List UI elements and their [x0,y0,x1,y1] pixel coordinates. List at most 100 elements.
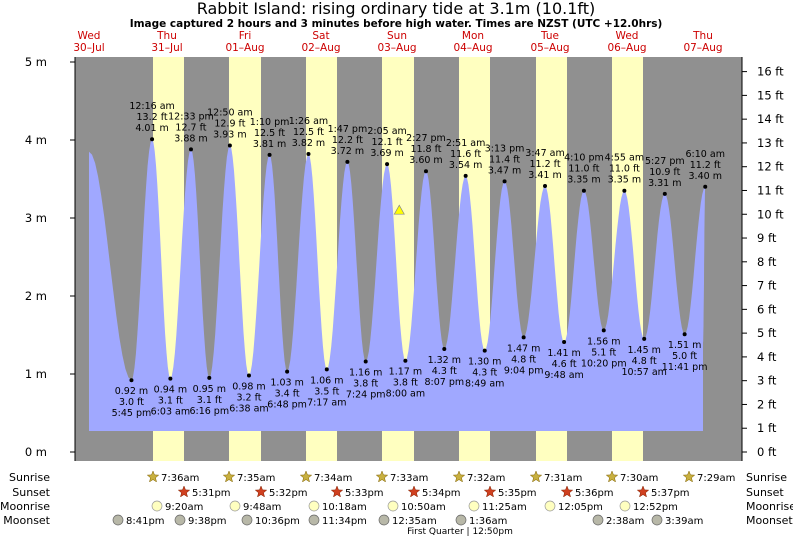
y-tick-label-ft: 2 ft [757,397,777,411]
high-tide-label: 6:10 am [686,149,725,160]
moon-phase-note: First Quarter | 12:50pm [407,527,513,537]
day-weekday: Thu [692,30,713,42]
chart-subtitle: Image captured 2 hours and 3 minutes bef… [130,18,663,30]
high-tide-dot [227,143,232,148]
sunset-icon [330,485,344,498]
moonrise-time: 10:50am [401,502,446,513]
low-tide-label: 6:38 am [229,404,268,415]
high-tide-label: 4:10 pm [564,153,604,164]
low-tide-label: 3.2 ft [236,393,261,404]
day-date: 06–Aug [607,42,646,54]
high-tide-label: 12:50 am [207,107,252,118]
moonrise-icon [544,500,556,512]
y-tick-label-ft: 5 ft [757,326,777,340]
y-tick-label-m: 1 m [25,367,47,381]
high-tide-label: 4:55 am [605,153,644,164]
low-tide-dot [482,348,487,353]
high-tide-label: 3.35 m [608,175,641,186]
high-tide-label: 10.9 ft [649,167,680,178]
high-tide-label: 12.5 ft [254,128,285,139]
low-tide-label: 0.94 m [154,385,187,396]
edge-left [75,57,89,461]
sunset-icon [254,485,268,498]
high-tide-label: 11.6 ft [450,149,481,160]
low-tide-label: 7:24 pm [346,390,386,401]
sunset-time: 5:31pm [192,488,231,499]
moonrise-icon [619,500,631,512]
high-tide-dot [581,188,586,193]
y-tick-label-ft: 8 ft [757,255,777,269]
y-tick-label-m: 5 m [25,55,47,69]
high-tide-label: 3:13 pm [485,143,525,154]
y-tick-label-ft: 14 ft [757,112,784,126]
high-tide-label: 12.5 ft [293,127,324,138]
high-tide-label: 4.01 m [135,123,168,134]
sunrise-icon [605,470,619,483]
high-tide-dot [385,162,390,167]
sunrise-time: 7:29am [697,473,735,484]
high-tide-label: 12.7 ft [175,122,206,133]
sunset-time: 5:35pm [498,488,537,499]
low-tide-label: 1.03 m [270,378,303,389]
sunset-time: 5:32pm [269,488,308,499]
high-tide-label: 3.54 m [449,160,482,171]
moonrise-time: 9:20am [165,502,203,513]
low-tide-label: 1.30 m [468,357,501,368]
moonrise-icon [308,500,320,512]
moonrise-time: 11:25am [482,502,527,513]
high-tide-label: 1:26 am [289,116,328,127]
sunset-time: 5:36pm [575,488,614,499]
high-tide-dot [267,152,272,157]
day-weekday: Sat [312,30,329,42]
low-tide-label: 4.8 ft [632,356,657,367]
y-tick-label-ft: 11 ft [757,183,784,197]
axes: 0 m 1 m 2 m 3 m 4 m 5 m 0 ft 1 ft 2 ft 3 ft 4 ft 5 … [25,55,784,461]
low-tide-label: 5.0 ft [672,351,697,362]
low-tide-dot [246,373,251,378]
high-tide-label: 12.9 ft [214,118,245,129]
low-tide-label: 6:16 pm [189,406,229,417]
low-tide-label: 5:45 pm [112,408,152,419]
low-tide-dot [285,369,290,374]
moonset-time: 1:36am [469,516,507,527]
low-tide-label: 1.41 m [547,348,580,359]
high-tide-dot [622,188,627,193]
high-tide-label: 3:47 am [525,148,564,159]
high-tide-dot [188,147,193,152]
moonset-icon [112,514,124,526]
current-level-marker [393,204,405,215]
low-tide-label: 0.95 m [193,384,226,395]
moonset-row-label-left: Moonset [3,514,50,527]
y-tick-label-m: 2 m [25,289,47,303]
low-tide-label: 1.16 m [349,368,382,379]
chart-title: Rabbit Island: rising ordinary tide at 3… [197,0,596,18]
day-weekday: Mon [462,30,484,42]
sunset-icon [560,485,574,498]
moonrise-time: 12:05pm [558,502,603,513]
low-tide-label: 3.8 ft [393,378,418,389]
low-tide-label: 8:07 pm [424,377,464,388]
day-weekday: Fri [239,30,252,42]
moonset-time: 8:41pm [126,516,165,527]
high-tide-label: 3.60 m [409,155,442,166]
moonrise-time: 9:48am [243,502,281,513]
moonrise-time: 10:18am [322,502,367,513]
moonrise-icon [151,500,163,512]
sunset-time: 5:37pm [651,488,690,499]
sunset-icon [636,485,650,498]
y-tick-label-m: 3 m [25,211,47,225]
day-date: 01–Aug [225,42,264,54]
low-tide-label: 3.1 ft [197,395,222,406]
sunrise-row-label-left: Sunrise [9,471,50,484]
low-tide-label: 1.32 m [428,355,461,366]
high-tide-label: 3.47 m [488,165,521,176]
sunrise-icon [146,470,160,483]
high-tide-dot [703,184,708,189]
sunset-icon [407,485,421,498]
sunrise-icon [682,470,696,483]
day-weekday: Wed [616,30,639,42]
sunrise-icon [375,470,389,483]
high-tide-label: 3.31 m [648,178,681,189]
high-tide-label: 11.2 ft [529,159,560,170]
